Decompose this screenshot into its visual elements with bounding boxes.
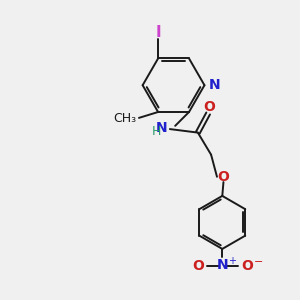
Text: N: N (217, 257, 228, 272)
Text: O: O (218, 170, 230, 184)
Text: +: + (228, 256, 236, 266)
Text: N: N (156, 121, 167, 135)
Text: N: N (209, 78, 220, 92)
Text: H: H (152, 125, 161, 138)
Text: −: − (254, 257, 263, 268)
Text: O: O (241, 259, 253, 273)
Text: O: O (204, 100, 216, 114)
Text: O: O (192, 259, 204, 273)
Text: CH₃: CH₃ (113, 112, 136, 125)
Text: I: I (155, 25, 161, 40)
